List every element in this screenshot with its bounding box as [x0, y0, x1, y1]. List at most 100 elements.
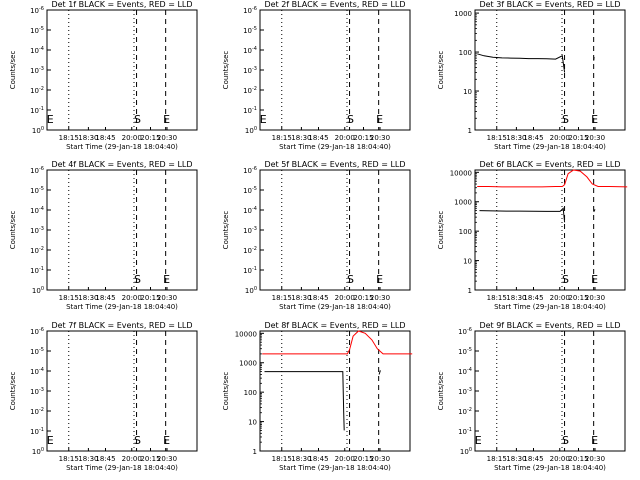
x-tick-label: 20:15: [353, 455, 373, 463]
marker-label-s-0: S: [347, 113, 354, 126]
y-tick-label: 100: [460, 447, 472, 456]
y-tick-label: 10-4: [243, 206, 257, 215]
y-axis-label: Counts/sec: [437, 211, 445, 250]
x-tick-label: 18:30: [506, 134, 526, 142]
x-tick-label: 20:30: [157, 134, 177, 142]
x-tick-label: 20:00: [335, 455, 355, 463]
x-tick-label: 20:00: [122, 455, 142, 463]
plot-frame: [46, 330, 198, 452]
plot-frame: [259, 169, 411, 291]
y-axis-label: Counts/sec: [437, 372, 445, 411]
y-tick-label: 10-5: [458, 347, 472, 356]
y-tick-label: 10-4: [30, 46, 44, 55]
marker-label-e-2: E: [47, 434, 54, 447]
y-tick-label: 10-2: [30, 86, 44, 95]
x-tick-label: 20:00: [550, 455, 570, 463]
y-tick-label: 10-3: [30, 387, 44, 396]
x-tick-label: 20:15: [353, 294, 373, 302]
x-tick-label: 20:15: [140, 134, 160, 142]
x-tick-label: 18:15: [487, 455, 507, 463]
y-tick-label: 10000: [235, 330, 257, 338]
events-series-line-0: [477, 53, 566, 73]
y-tick-label: 10-5: [243, 26, 257, 35]
y-tick-label: 10-6: [30, 6, 44, 15]
y-tick-label: 10-2: [30, 407, 44, 416]
x-tick-label: 20:00: [335, 294, 355, 302]
x-tick-label: 20:30: [157, 455, 177, 463]
x-tick-label: 18:15: [59, 134, 79, 142]
y-tick-label: 10-2: [243, 86, 257, 95]
marker-label-s-0: S: [134, 434, 141, 447]
plot-frame: [46, 9, 198, 131]
x-tick-label: 20:00: [122, 294, 142, 302]
plot-frame: [474, 169, 626, 291]
y-axis-label: Counts/sec: [9, 51, 17, 90]
marker-label-e-1: E: [591, 434, 598, 447]
y-tick-label: 10-1: [458, 427, 472, 436]
x-tick-label: 20:15: [140, 294, 160, 302]
x-axis-label: Start Time (29-Jan-18 18:04:40): [66, 303, 178, 311]
plot-frame: [474, 9, 626, 131]
y-tick-label: 100: [32, 286, 44, 295]
y-tick-label: 10-3: [30, 66, 44, 75]
marker-label-e-2: E: [475, 434, 482, 447]
x-tick-label: 18:30: [291, 294, 311, 302]
x-tick-label: 20:30: [585, 294, 605, 302]
chart-panel-det9f: Det 9f BLACK = Events, RED = LLD S E E 18:15…: [437, 321, 626, 472]
chart-title: Det 7f BLACK = Events, RED = LLD: [51, 321, 192, 330]
y-tick-label: 1000: [454, 10, 472, 18]
x-tick-label: 18:30: [506, 455, 526, 463]
y-tick-label: 10-1: [30, 266, 44, 275]
x-axis-label: Start Time (29-Jan-18 18:04:40): [66, 464, 178, 472]
y-tick-label: 10-5: [30, 26, 44, 35]
y-tick-label: 10-4: [30, 206, 44, 215]
x-axis-label: Start Time (29-Jan-18 18:04:40): [494, 464, 606, 472]
y-tick-label: 1: [468, 287, 472, 295]
marker-label-s-0: S: [562, 434, 569, 447]
x-tick-label: 20:30: [585, 134, 605, 142]
x-tick-label: 18:45: [308, 294, 328, 302]
chart-title: Det 2f BLACK = Events, RED = LLD: [264, 0, 405, 9]
x-tick-label: 20:00: [335, 134, 355, 142]
chart-title: Det 4f BLACK = Events, RED = LLD: [51, 160, 192, 169]
y-tick-label: 10-6: [30, 327, 44, 336]
y-tick-label: 100: [32, 126, 44, 135]
x-tick-label: 18:30: [506, 294, 526, 302]
plot-frame: [46, 169, 198, 291]
x-tick-label: 20:15: [568, 455, 588, 463]
x-tick-label: 18:15: [59, 455, 79, 463]
lld-series-line-0: [262, 330, 413, 355]
x-tick-label: 18:45: [308, 134, 328, 142]
y-axis-label: Counts/sec: [9, 211, 17, 250]
x-tick-label: 18:45: [95, 134, 115, 142]
marker-label-e-2: E: [260, 113, 267, 126]
marker-label-e-1: E: [163, 113, 170, 126]
chart-panel-det7f: Det 7f BLACK = Events, RED = LLD S E E 18:15…: [9, 321, 198, 472]
chart-panel-det2f: Det 2f BLACK = Events, RED = LLD S E E 18:15…: [222, 0, 411, 151]
x-tick-label: 18:15: [59, 294, 79, 302]
y-tick-label: 10-4: [30, 367, 44, 376]
y-tick-label: 10-4: [458, 367, 472, 376]
x-tick-label: 20:15: [353, 134, 373, 142]
x-tick-label: 20:30: [370, 455, 390, 463]
y-tick-label: 1000: [454, 199, 472, 207]
y-axis-label: Counts/sec: [222, 211, 230, 250]
x-tick-label: 18:45: [523, 294, 543, 302]
chart-panel-det1f: Det 1f BLACK = Events, RED = LLD S E E 18:15…: [9, 0, 198, 151]
marker-label-s-0: S: [134, 113, 141, 126]
y-tick-label: 100: [459, 49, 472, 57]
y-tick-label: 100: [245, 286, 257, 295]
x-tick-label: 18:45: [523, 134, 543, 142]
marker-label-e-1: E: [163, 434, 170, 447]
x-tick-label: 20:15: [568, 294, 588, 302]
x-tick-label: 18:30: [291, 134, 311, 142]
plot-frame: [474, 330, 626, 452]
y-tick-label: 10-5: [30, 186, 44, 195]
y-axis-label: Counts/sec: [437, 51, 445, 90]
plot-frame: [259, 330, 411, 452]
x-axis-label: Start Time (29-Jan-18 18:04:40): [494, 143, 606, 151]
